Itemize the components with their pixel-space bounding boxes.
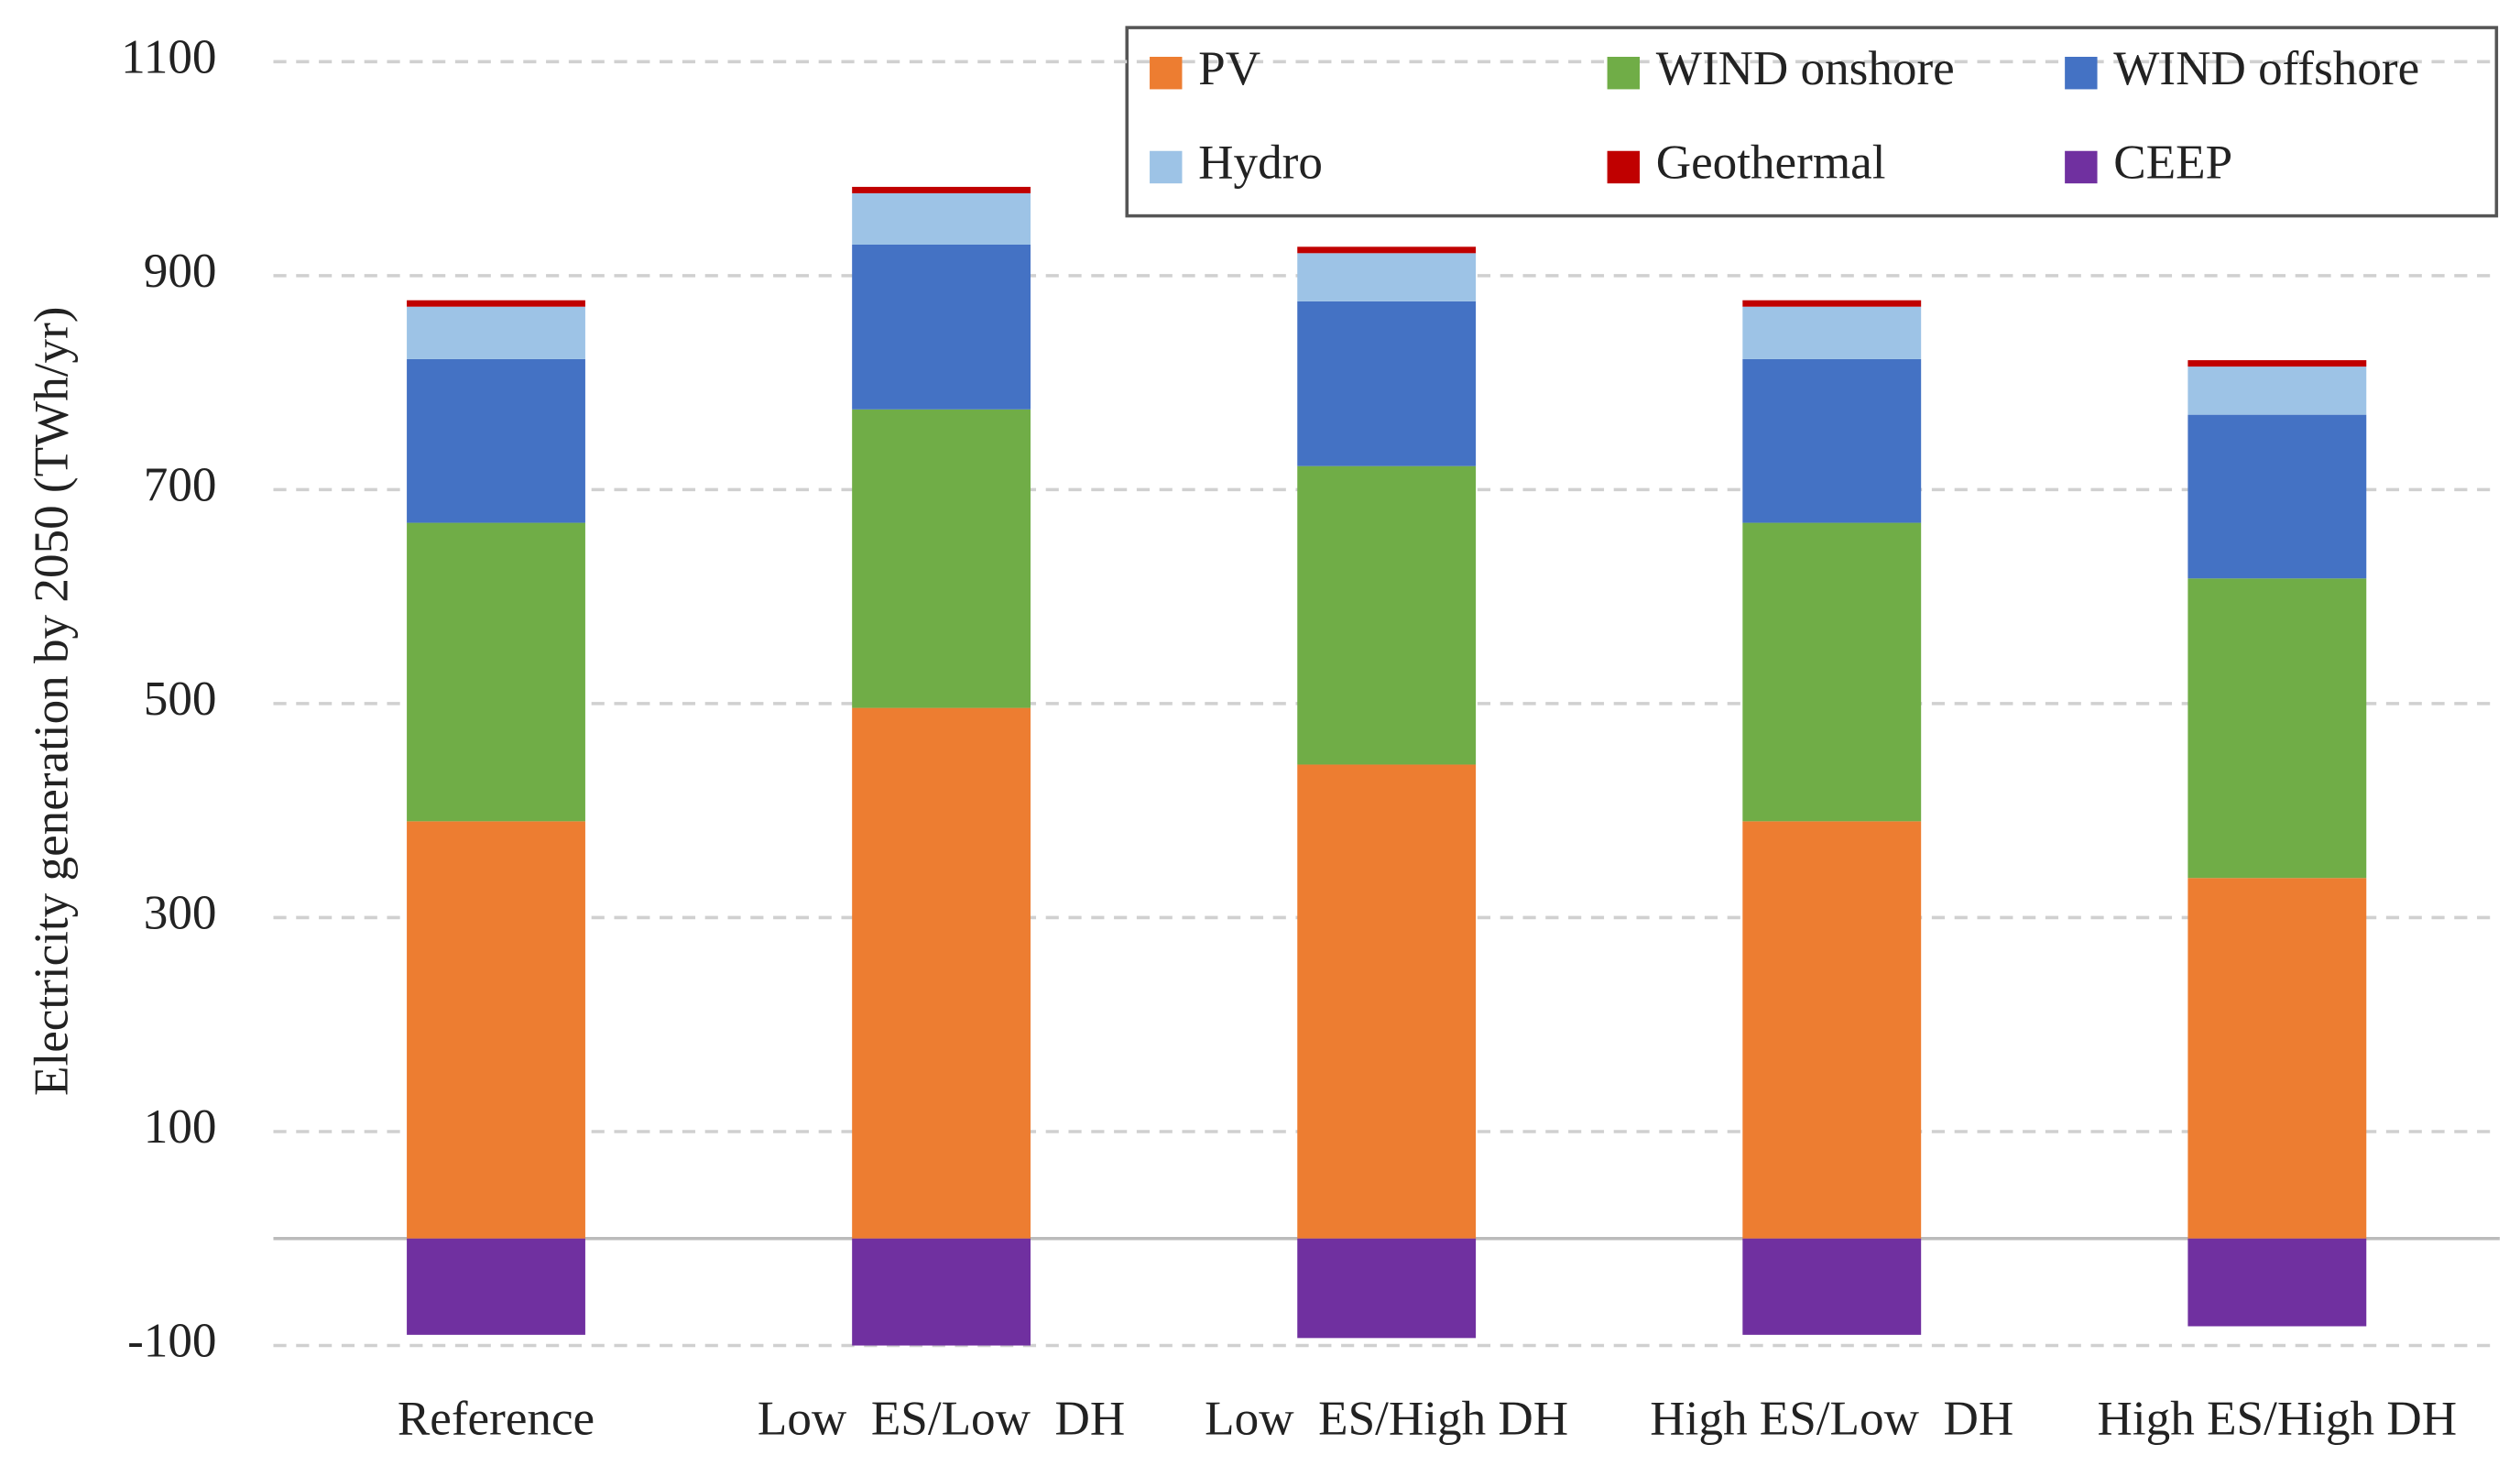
bar-segment (1742, 300, 1922, 307)
y-tick-label: 100 (144, 1100, 217, 1154)
bar-segment (1742, 1238, 1922, 1335)
bar-segment (1742, 522, 1922, 822)
y-tick-label: 700 (144, 459, 217, 512)
x-tick-label: Low ES/Low DH (758, 1393, 1125, 1446)
y-tick-label: 300 (144, 887, 217, 940)
legend-swatch (2065, 57, 2098, 90)
legend-label: Geothermal (1656, 137, 1886, 190)
legend-label: WIND offshore (2113, 42, 2419, 95)
y-tick-label: 900 (144, 245, 217, 298)
bar-segment (2187, 1238, 2367, 1327)
x-tick-label: High ES/High DH (2098, 1393, 2458, 1446)
bar-segment (1297, 301, 1477, 466)
bar-segment (1297, 1238, 1477, 1339)
bar-segment (2187, 360, 2367, 367)
legend-swatch (1607, 57, 1641, 90)
bar-segment (1297, 253, 1477, 301)
bar-segment (852, 244, 1031, 410)
bar-segment (1297, 246, 1477, 254)
bar-segment (407, 522, 585, 822)
bar-segment (407, 306, 585, 359)
bar-segment (2187, 367, 2367, 415)
bar-segment (1297, 465, 1477, 765)
bar-segment (1297, 764, 1477, 1239)
bar-segment (852, 707, 1031, 1239)
bar-segment (1742, 358, 1922, 523)
bar-segment (407, 358, 585, 523)
bar-segment (407, 1238, 585, 1335)
x-tick-label: Low ES/High DH (1205, 1393, 1568, 1446)
bar-segment (852, 1238, 1031, 1346)
bar-segment (407, 300, 585, 307)
legend-swatch (2065, 150, 2098, 184)
bar-segment (2187, 578, 2367, 879)
y-tick-label: 1100 (121, 31, 216, 84)
bar-segment (1742, 306, 1922, 359)
legend-label: PV (1198, 42, 1260, 95)
y-tick-label: -100 (127, 1315, 216, 1368)
bar-segment (2187, 878, 2367, 1239)
legend-box (1125, 26, 2499, 218)
y-tick-label: 500 (144, 673, 217, 726)
bar-segment (852, 186, 1031, 193)
bar-segment (2187, 414, 2367, 579)
bar-segment (407, 821, 585, 1239)
legend-label: WIND onshore (1656, 42, 1955, 95)
bar-segment (852, 409, 1031, 708)
legend-label: Hydro (1198, 137, 1323, 190)
legend-swatch (1150, 150, 1183, 184)
y-axis-label: Electricity generation by 2050 (TWh/yr) (25, 307, 78, 1097)
legend-label: CEEP (2113, 137, 2232, 190)
legend-swatch (1150, 57, 1183, 90)
bar-segment (852, 192, 1031, 245)
legend-swatch (1607, 150, 1641, 184)
bar-segment (1742, 821, 1922, 1239)
x-tick-label: High ES/Low DH (1650, 1393, 2013, 1446)
x-tick-label: Reference (398, 1393, 595, 1446)
